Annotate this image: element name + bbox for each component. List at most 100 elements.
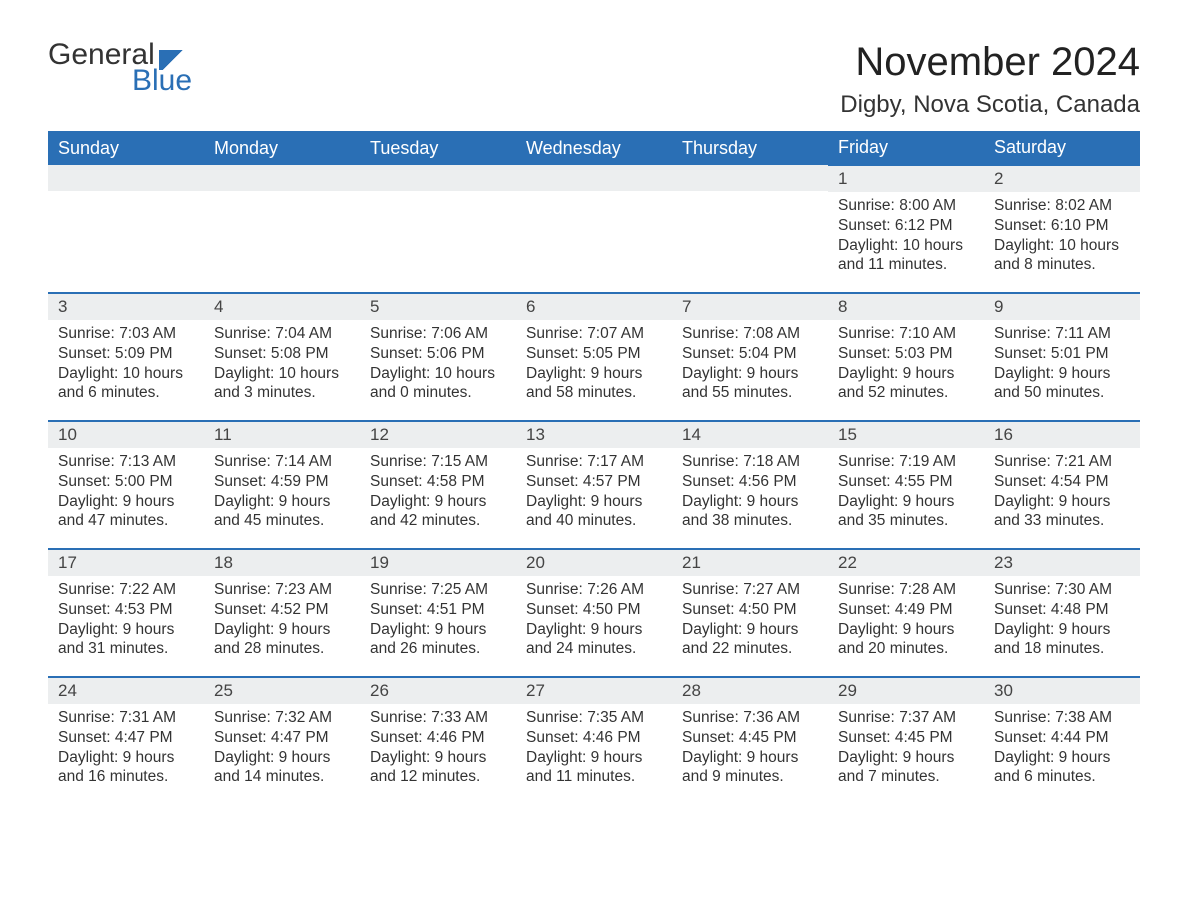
sunset-line-value: 4:56 PM	[739, 473, 797, 490]
weekday-header: Tuesday	[360, 131, 516, 165]
daylight-line: Daylight: 9 hours and 33 minutes.	[994, 492, 1130, 532]
sunrise-line-label: Sunrise:	[58, 453, 115, 470]
sunrise-line: Sunrise: 7:07 AM	[526, 324, 662, 344]
sunset-line-value: 4:47 PM	[115, 729, 173, 746]
day-body: Sunrise: 8:00 AMSunset: 6:12 PMDaylight:…	[828, 192, 984, 281]
sunset-line-label: Sunset:	[214, 473, 267, 490]
day-body: Sunrise: 7:04 AMSunset: 5:08 PMDaylight:…	[204, 320, 360, 409]
weekday-header: Thursday	[672, 131, 828, 165]
calendar-cell: 12Sunrise: 7:15 AMSunset: 4:58 PMDayligh…	[360, 421, 516, 549]
sunrise-line-label: Sunrise:	[58, 709, 115, 726]
sunrise-line-label: Sunrise:	[682, 709, 739, 726]
daylight-line-label: Daylight:	[682, 621, 742, 638]
sunset-line-value: 4:57 PM	[583, 473, 641, 490]
sunrise-line-label: Sunrise:	[838, 325, 895, 342]
sunrise-line: Sunrise: 7:13 AM	[58, 452, 194, 472]
sunset-line-label: Sunset:	[682, 473, 735, 490]
daylight-line: Daylight: 9 hours and 31 minutes.	[58, 620, 194, 660]
sunset-line: Sunset: 6:10 PM	[994, 216, 1130, 236]
day-number: 3	[48, 294, 204, 320]
sunset-line: Sunset: 5:04 PM	[682, 344, 818, 364]
day-body: Sunrise: 7:38 AMSunset: 4:44 PMDaylight:…	[984, 704, 1140, 793]
empty-daynum	[516, 165, 672, 191]
sunrise-line-value: 7:23 AM	[275, 581, 332, 598]
sunrise-line-value: 7:18 AM	[743, 453, 800, 470]
calendar-cell	[48, 165, 204, 293]
sunset-line-value: 4:47 PM	[271, 729, 329, 746]
sunrise-line-value: 7:03 AM	[119, 325, 176, 342]
sunset-line: Sunset: 4:46 PM	[526, 728, 662, 748]
sunrise-line-value: 7:19 AM	[899, 453, 956, 470]
sunset-line: Sunset: 4:53 PM	[58, 600, 194, 620]
calendar-row: 17Sunrise: 7:22 AMSunset: 4:53 PMDayligh…	[48, 549, 1140, 677]
calendar-cell: 20Sunrise: 7:26 AMSunset: 4:50 PMDayligh…	[516, 549, 672, 677]
day-body: Sunrise: 7:06 AMSunset: 5:06 PMDaylight:…	[360, 320, 516, 409]
daylight-line: Daylight: 10 hours and 0 minutes.	[370, 364, 506, 404]
sunset-line-label: Sunset:	[370, 345, 423, 362]
calendar-cell: 27Sunrise: 7:35 AMSunset: 4:46 PMDayligh…	[516, 677, 672, 805]
daylight-line-label: Daylight:	[214, 749, 274, 766]
weekday-header: Sunday	[48, 131, 204, 165]
sunset-line: Sunset: 6:12 PM	[838, 216, 974, 236]
calendar-cell	[672, 165, 828, 293]
day-number: 29	[828, 678, 984, 704]
sunset-line: Sunset: 4:51 PM	[370, 600, 506, 620]
sunrise-line-value: 8:00 AM	[899, 197, 956, 214]
day-number: 20	[516, 550, 672, 576]
sunset-line: Sunset: 4:56 PM	[682, 472, 818, 492]
daylight-line: Daylight: 9 hours and 14 minutes.	[214, 748, 350, 788]
daylight-line: Daylight: 9 hours and 42 minutes.	[370, 492, 506, 532]
sunrise-line: Sunrise: 7:38 AM	[994, 708, 1130, 728]
sunset-line-label: Sunset:	[370, 473, 423, 490]
sunrise-line: Sunrise: 7:10 AM	[838, 324, 974, 344]
sunset-line: Sunset: 4:59 PM	[214, 472, 350, 492]
sunrise-line-value: 7:27 AM	[743, 581, 800, 598]
daylight-line-label: Daylight:	[214, 493, 274, 510]
daylight-line-label: Daylight:	[526, 493, 586, 510]
day-number: 13	[516, 422, 672, 448]
logo-text-blue: Blue	[132, 66, 192, 96]
daylight-line: Daylight: 9 hours and 26 minutes.	[370, 620, 506, 660]
sunrise-line-value: 7:14 AM	[275, 453, 332, 470]
sunrise-line-label: Sunrise:	[994, 325, 1051, 342]
daylight-line-label: Daylight:	[526, 365, 586, 382]
sunset-line: Sunset: 4:47 PM	[214, 728, 350, 748]
calendar-cell: 25Sunrise: 7:32 AMSunset: 4:47 PMDayligh…	[204, 677, 360, 805]
calendar-cell: 22Sunrise: 7:28 AMSunset: 4:49 PMDayligh…	[828, 549, 984, 677]
calendar-table: SundayMondayTuesdayWednesdayThursdayFrid…	[48, 131, 1140, 805]
sunrise-line: Sunrise: 7:30 AM	[994, 580, 1130, 600]
sunset-line-label: Sunset:	[370, 601, 423, 618]
day-body: Sunrise: 7:35 AMSunset: 4:46 PMDaylight:…	[516, 704, 672, 793]
sunset-line-value: 4:52 PM	[271, 601, 329, 618]
sunset-line-label: Sunset:	[838, 217, 891, 234]
day-body: Sunrise: 7:08 AMSunset: 5:04 PMDaylight:…	[672, 320, 828, 409]
daylight-line-label: Daylight:	[526, 749, 586, 766]
sunset-line: Sunset: 4:46 PM	[370, 728, 506, 748]
daylight-line-label: Daylight:	[994, 237, 1054, 254]
empty-daynum	[672, 165, 828, 191]
calendar-cell: 29Sunrise: 7:37 AMSunset: 4:45 PMDayligh…	[828, 677, 984, 805]
day-body: Sunrise: 7:25 AMSunset: 4:51 PMDaylight:…	[360, 576, 516, 665]
sunset-line-value: 5:06 PM	[427, 345, 485, 362]
day-number: 11	[204, 422, 360, 448]
sunrise-line-value: 7:10 AM	[899, 325, 956, 342]
sunset-line-label: Sunset:	[994, 217, 1047, 234]
weekday-header: Wednesday	[516, 131, 672, 165]
daylight-line-label: Daylight:	[994, 493, 1054, 510]
sunrise-line: Sunrise: 7:19 AM	[838, 452, 974, 472]
day-number: 5	[360, 294, 516, 320]
day-body: Sunrise: 8:02 AMSunset: 6:10 PMDaylight:…	[984, 192, 1140, 281]
sunrise-line-label: Sunrise:	[838, 709, 895, 726]
day-number: 17	[48, 550, 204, 576]
sunset-line-value: 4:50 PM	[739, 601, 797, 618]
sunrise-line: Sunrise: 7:21 AM	[994, 452, 1130, 472]
sunset-line-value: 4:53 PM	[115, 601, 173, 618]
sunrise-line-label: Sunrise:	[214, 709, 271, 726]
day-body: Sunrise: 7:22 AMSunset: 4:53 PMDaylight:…	[48, 576, 204, 665]
day-number: 12	[360, 422, 516, 448]
sunrise-line-value: 7:15 AM	[431, 453, 488, 470]
sunrise-line-value: 7:07 AM	[587, 325, 644, 342]
sunset-line: Sunset: 5:01 PM	[994, 344, 1130, 364]
day-body: Sunrise: 7:11 AMSunset: 5:01 PMDaylight:…	[984, 320, 1140, 409]
calendar-cell: 16Sunrise: 7:21 AMSunset: 4:54 PMDayligh…	[984, 421, 1140, 549]
